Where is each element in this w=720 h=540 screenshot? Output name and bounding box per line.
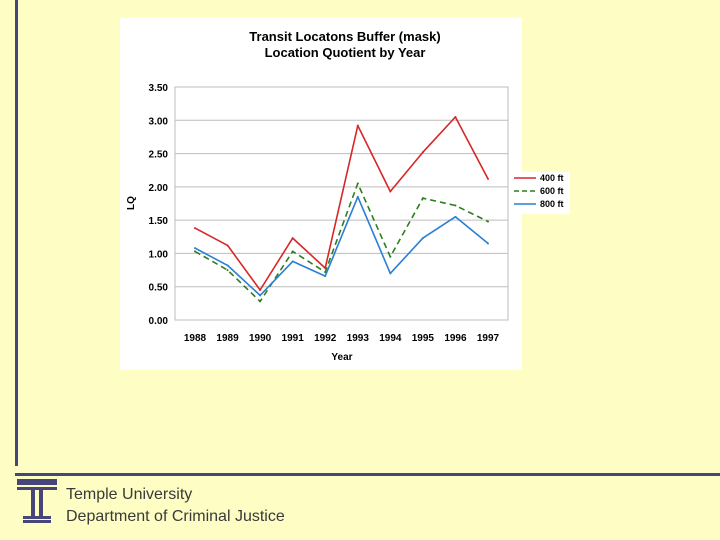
x-axis-ticks: 1988 1989 1990 1991 1992 1993 1994 1995 1996 1997 bbox=[184, 333, 500, 344]
data-point bbox=[454, 204, 457, 207]
left-border-rule bbox=[15, 0, 18, 466]
data-point bbox=[226, 244, 229, 247]
footer-university: Temple University bbox=[66, 486, 193, 503]
data-point bbox=[324, 275, 327, 278]
series-line-600-ft bbox=[194, 182, 489, 303]
chart-title: Transit Locatons Buffer (mask) bbox=[249, 29, 440, 44]
y-axis-label: LQ bbox=[126, 196, 137, 210]
line-chart: Transit Locatons Buffer (mask) Location … bbox=[120, 18, 570, 370]
x-tick-label: 1991 bbox=[282, 333, 305, 344]
x-tick-label: 1993 bbox=[347, 333, 370, 344]
data-point bbox=[487, 177, 489, 180]
y-tick-label: 1.50 bbox=[149, 216, 169, 227]
data-point bbox=[487, 220, 489, 223]
series-line-800-ft bbox=[194, 196, 489, 297]
temple-t-logo bbox=[17, 479, 57, 523]
data-point bbox=[389, 255, 392, 258]
y-tick-label: 2.00 bbox=[149, 183, 169, 194]
data-point bbox=[389, 272, 392, 275]
data-point bbox=[291, 260, 294, 263]
data-point bbox=[487, 242, 489, 245]
x-tick-label: 1997 bbox=[477, 333, 500, 344]
legend-label: 600 ft bbox=[540, 186, 564, 196]
y-tick-label: 2.50 bbox=[149, 150, 169, 161]
bottom-border-rule bbox=[15, 473, 720, 476]
data-point bbox=[259, 289, 262, 292]
y-axis-ticks: 0.00 0.50 1.00 1.50 2.00 2.50 3.00 3.50 bbox=[149, 83, 169, 327]
data-point bbox=[259, 294, 262, 297]
series-line-400-ft bbox=[194, 116, 489, 291]
data-point bbox=[324, 271, 327, 274]
chart-subtitle: Location Quotient by Year bbox=[265, 45, 426, 60]
legend-label: 800 ft bbox=[540, 199, 564, 209]
x-tick-label: 1990 bbox=[249, 333, 272, 344]
x-tick-label: 1992 bbox=[314, 333, 337, 344]
data-point bbox=[291, 237, 294, 240]
data-point bbox=[389, 190, 392, 193]
data-point bbox=[454, 215, 457, 218]
x-tick-label: 1989 bbox=[216, 333, 239, 344]
data-point bbox=[291, 250, 294, 253]
y-tick-label: 1.00 bbox=[149, 249, 169, 260]
data-point bbox=[194, 227, 196, 230]
data-point bbox=[356, 195, 359, 198]
y-tick-label: 3.00 bbox=[149, 116, 169, 127]
data-point bbox=[259, 300, 262, 303]
data-point bbox=[421, 197, 424, 200]
legend: 400 ft 600 ft 800 ft bbox=[514, 173, 564, 209]
x-axis-label: Year bbox=[331, 352, 352, 363]
legend-box bbox=[510, 172, 570, 214]
y-tick-label: 0.50 bbox=[149, 283, 169, 294]
data-point bbox=[194, 250, 196, 253]
y-tick-label: 3.50 bbox=[149, 83, 169, 94]
data-point bbox=[226, 264, 229, 267]
chart-background bbox=[120, 18, 522, 370]
legend-label: 400 ft bbox=[540, 173, 564, 183]
series-lines bbox=[194, 115, 489, 303]
x-tick-label: 1995 bbox=[412, 333, 435, 344]
data-point bbox=[194, 247, 196, 250]
data-point bbox=[454, 115, 457, 118]
x-tick-label: 1994 bbox=[379, 333, 402, 344]
data-point bbox=[356, 124, 359, 127]
data-point bbox=[421, 151, 424, 154]
y-tick-label: 0.00 bbox=[149, 316, 169, 327]
data-point bbox=[421, 237, 424, 240]
data-point bbox=[226, 269, 229, 272]
data-point bbox=[356, 182, 359, 185]
x-tick-label: 1996 bbox=[444, 333, 467, 344]
x-tick-label: 1988 bbox=[184, 333, 207, 344]
footer-department: Department of Criminal Justice bbox=[66, 508, 285, 525]
